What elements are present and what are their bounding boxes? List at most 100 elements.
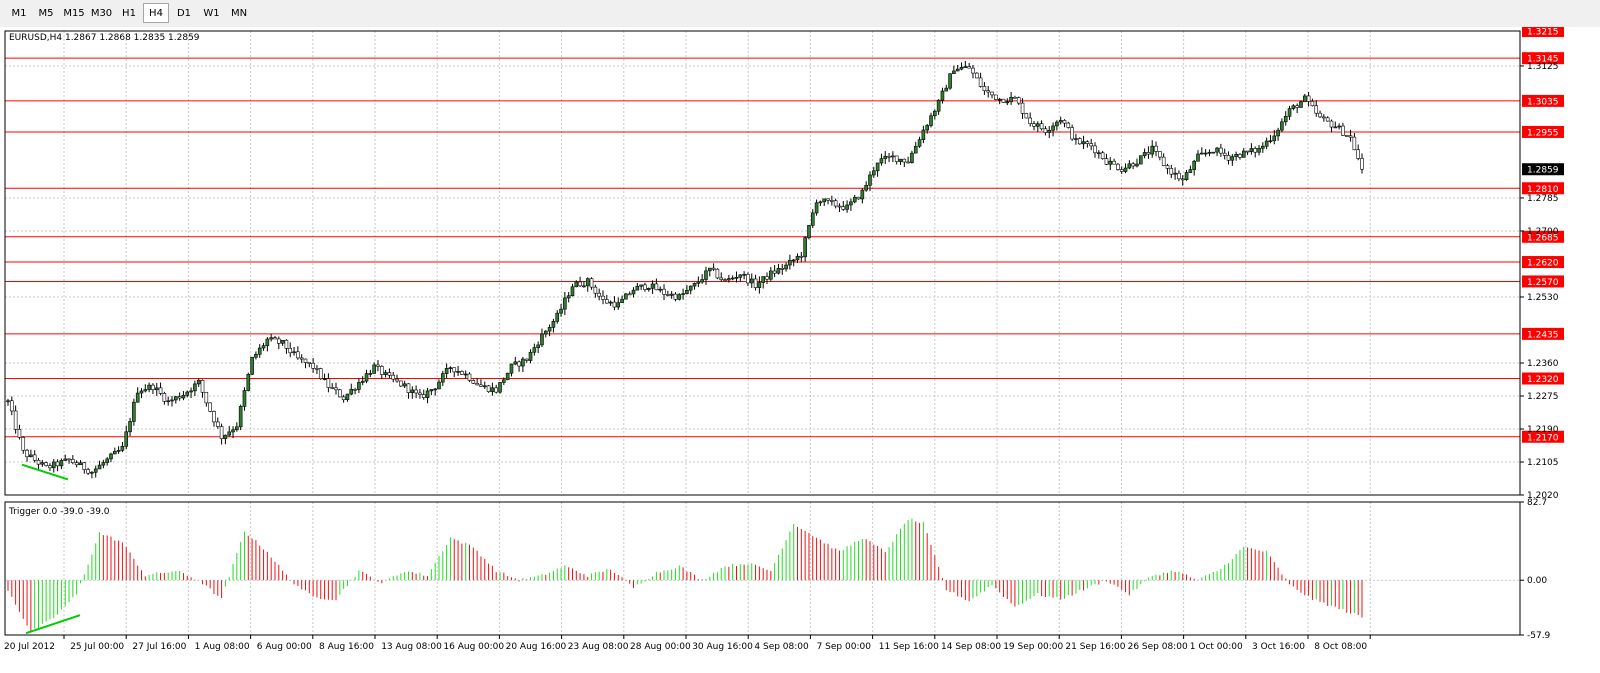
candle-body (40, 462, 45, 465)
candle-body (280, 339, 285, 344)
candle-body (1127, 163, 1132, 169)
candle-body (860, 189, 865, 200)
candle-body (624, 293, 628, 300)
candle-body (1058, 120, 1063, 123)
candle-body (540, 333, 544, 346)
level-label-bg (1522, 125, 1564, 138)
candle-body (254, 353, 258, 358)
candle-body (1131, 163, 1135, 167)
price-tick-label: 1.2020 (1527, 491, 1559, 501)
candle-body (749, 278, 754, 284)
candle-body (1138, 155, 1143, 165)
candle-body (1093, 145, 1097, 154)
timeframe-m30-button[interactable]: M30 (90, 8, 113, 19)
price-tick-label: 1.2785 (1527, 194, 1559, 204)
candle-body (650, 283, 655, 289)
timeframe-h1-button[interactable]: H1 (122, 8, 136, 19)
timeframe-m1-button[interactable]: M1 (11, 8, 27, 19)
candle-body (1310, 101, 1315, 107)
level-label: 1.2435 (1527, 330, 1559, 340)
candle-body (555, 312, 560, 322)
timeframe-toolbar: M1 M5 M15 M30 H1 H4 D1 W1 MN (0, 0, 1600, 28)
candle-body (864, 184, 868, 191)
candle-body (379, 366, 384, 375)
candle-body (433, 388, 437, 391)
level-label-bg (1522, 27, 1564, 37)
candle-body (1264, 140, 1269, 147)
candle-body (1161, 156, 1166, 166)
candle-body (543, 330, 548, 335)
candle-body (246, 374, 251, 391)
candle-body (376, 364, 380, 367)
candle-body (704, 270, 708, 280)
candle-body (1116, 163, 1120, 170)
candle-body (212, 411, 216, 423)
candle-body (1123, 167, 1128, 172)
candle-body (856, 196, 861, 200)
timeframe-m15-button[interactable]: M15 (63, 8, 85, 19)
timeframe-h4-button[interactable]: H4 (143, 3, 169, 23)
candle-body (1165, 165, 1170, 169)
candle-body (810, 212, 815, 226)
candle-body (154, 387, 159, 391)
timeframe-m5-button[interactable]: M5 (38, 8, 54, 19)
candle-body (532, 347, 537, 353)
candle-body (315, 368, 319, 370)
time-label: 8 Aug 16:00 (319, 642, 374, 652)
candle-body (1158, 151, 1162, 158)
candle-body (883, 155, 888, 159)
candle-body (1360, 158, 1364, 170)
timeframe-mn-button[interactable]: MN (230, 8, 248, 19)
time-label: 4 Sep 08:00 (754, 642, 809, 652)
candle-body (910, 152, 914, 163)
candle-body (963, 66, 968, 68)
candle-body (147, 384, 151, 390)
candle-body (1299, 101, 1303, 108)
candle-body (1200, 152, 1204, 155)
candle-body (681, 293, 685, 295)
candle-body (605, 299, 609, 304)
candle-body (913, 145, 918, 154)
chart-window[interactable]: 1.3215 1.3145 1.3035 1.2955 1.2810 1.2685 1.26… (0, 27, 1600, 673)
candle-body (589, 278, 594, 288)
current-price-box (1522, 163, 1564, 176)
candle-body (112, 451, 117, 455)
candle-body (296, 351, 300, 359)
candle-body (181, 394, 186, 399)
timeframe-d1-button[interactable]: D1 (176, 8, 192, 19)
candle-body (1005, 101, 1010, 104)
candle-body (1085, 141, 1090, 144)
candle-body (719, 277, 724, 280)
candle-body (1135, 163, 1139, 167)
candle-body (1032, 123, 1036, 127)
candle-body (685, 289, 689, 294)
candle-body (1028, 117, 1032, 124)
price-tick-label: 1.2105 (1527, 458, 1559, 468)
candle-body (711, 267, 716, 270)
candle-body (944, 87, 949, 92)
candle-body (1325, 117, 1330, 122)
level-label-bg (1522, 94, 1564, 107)
candle-body (994, 94, 998, 100)
time-label: 19 Sep 00:00 (1003, 642, 1063, 652)
candle-body (1291, 105, 1296, 109)
candle-body (807, 225, 811, 239)
candle-body (940, 90, 945, 101)
candle-body (1180, 178, 1185, 181)
candle-body (189, 390, 193, 393)
candle-body (1230, 156, 1235, 161)
candle-body (1150, 145, 1155, 155)
candle-body (1348, 135, 1353, 138)
level-label-bg (1522, 256, 1564, 269)
candle-body (799, 255, 804, 258)
candle-body (456, 371, 460, 373)
candle-body (505, 372, 510, 381)
candle-body (437, 381, 441, 390)
candle-body (231, 429, 235, 433)
timeframe-w1-button[interactable]: W1 (203, 8, 220, 19)
candle-body (841, 206, 846, 210)
candle-body (139, 390, 144, 394)
candle-body (257, 347, 262, 355)
candle-body (444, 368, 449, 374)
level-label: 1.2955 (1527, 128, 1559, 138)
